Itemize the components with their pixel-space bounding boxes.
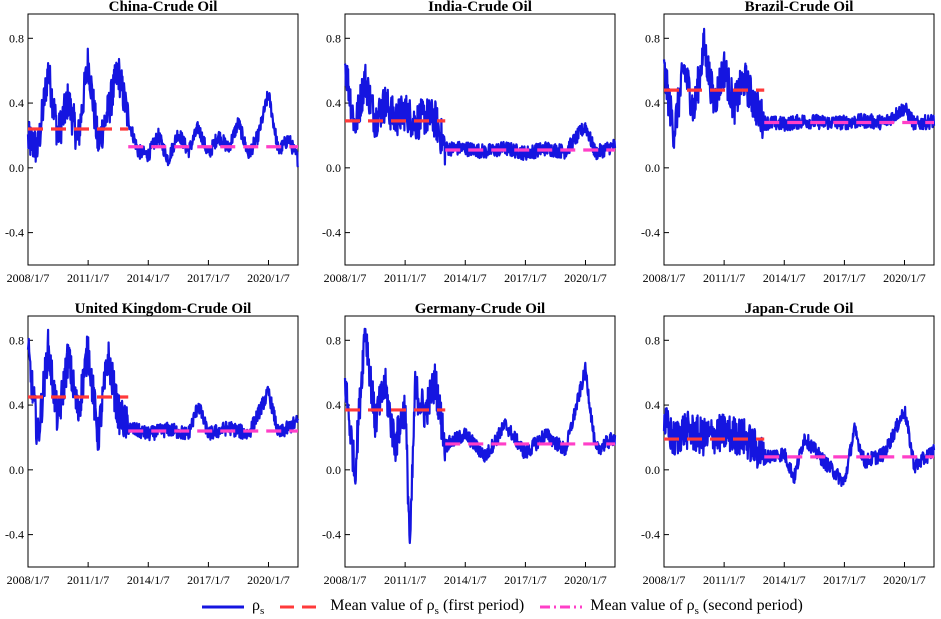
y-tick-label: 0.0 [9, 161, 24, 175]
x-tick-label: 2008/1/7 [324, 573, 367, 587]
panel-united-kingdom-crude-oil: United Kingdom-Crude Oil -0.4 0.0 0.4 0.8 200… [5, 301, 300, 587]
y-tick-label: 0.0 [9, 463, 24, 477]
legend-label-mean-second: Mean value of ρs (second period) [590, 596, 803, 618]
y-tick-label: 0.8 [645, 31, 660, 45]
x-tick-label: 2008/1/7 [7, 271, 50, 285]
x-tick-label: 2014/1/7 [763, 573, 806, 587]
y-tick-label: 0.4 [645, 96, 660, 110]
y-tick-label: 0.0 [645, 161, 660, 175]
legend-item-rho: ρs [200, 597, 264, 617]
x-tick-label: 2014/1/7 [763, 271, 806, 285]
x-tick-label: 2017/1/7 [187, 573, 230, 587]
x-tick-label: 2020/1/7 [564, 271, 607, 285]
series-line-rho [662, 27, 936, 149]
series-line-rho [26, 47, 300, 168]
plot-frame [663, 315, 935, 568]
y-tick-label: 0.4 [645, 398, 660, 412]
x-tick-label: 2020/1/7 [247, 271, 290, 285]
x-tick-label: 2017/1/7 [504, 271, 547, 285]
plot-frame [344, 315, 616, 568]
legend-label-rho: ρs [252, 596, 265, 618]
series-line-rho [26, 328, 300, 451]
legend-label-mean-first: Mean value of ρs (first period) [330, 596, 525, 618]
x-tick-label: 2011/1/7 [67, 573, 109, 587]
y-tick-label: 0.4 [9, 398, 24, 412]
legend-swatch-mean-second [540, 605, 583, 609]
y-tick-label: 0.8 [645, 333, 660, 347]
x-tick-label: 2020/1/7 [564, 573, 607, 587]
x-tick-label: 2011/1/7 [703, 271, 745, 285]
y-tick-label: 0.4 [9, 96, 24, 110]
panel-india-crude-oil: India-Crude Oil -0.4 0.0 0.4 0.8 2008/1/7 2011… [322, 0, 617, 285]
x-tick-label: 2011/1/7 [384, 573, 426, 587]
x-tick-label: 2017/1/7 [823, 271, 866, 285]
x-tick-label: 2014/1/7 [444, 573, 487, 587]
chart-title: United Kingdom-Crude Oil [75, 301, 252, 317]
y-tick-label: -0.4 [641, 528, 660, 542]
y-tick-label: -0.4 [641, 226, 660, 240]
x-tick-label: 2020/1/7 [247, 573, 290, 587]
plot-frame [344, 13, 616, 266]
series-line-rho [662, 405, 936, 487]
legend-item-mean-second: Mean value of ρs (second period) [538, 597, 803, 617]
x-tick-label: 2017/1/7 [823, 573, 866, 587]
x-tick-label: 2008/1/7 [643, 271, 686, 285]
x-tick-label: 2017/1/7 [504, 573, 547, 587]
x-tick-label: 2011/1/7 [384, 271, 426, 285]
legend-item-mean-first: Mean value of ρs (first period) [278, 597, 524, 617]
chart-title: India-Crude Oil [428, 0, 532, 15]
y-tick-label: 0.8 [9, 31, 24, 45]
y-tick-label: 0.0 [326, 161, 341, 175]
x-tick-label: 2020/1/7 [883, 271, 926, 285]
chart-title: Brazil-Crude Oil [745, 0, 854, 15]
panel-brazil-crude-oil: Brazil-Crude Oil -0.4 0.0 0.4 0.8 2008/1/7 201… [641, 0, 936, 285]
x-tick-label: 2020/1/7 [883, 573, 926, 587]
y-tick-label: 0.0 [645, 463, 660, 477]
x-tick-label: 2008/1/7 [643, 573, 686, 587]
y-tick-label: 0.8 [326, 31, 341, 45]
panel-china-crude-oil: China-Crude Oil -0.4 0.0 0.4 0.8 2008/1/7 2011… [5, 0, 300, 285]
y-tick-label: 0.4 [326, 398, 341, 412]
y-tick-label: 0.0 [326, 463, 341, 477]
y-tick-label: 0.8 [9, 333, 24, 347]
x-tick-label: 2014/1/7 [444, 271, 487, 285]
y-tick-label: -0.4 [322, 528, 341, 542]
x-tick-label: 2008/1/7 [324, 271, 367, 285]
x-tick-label: 2017/1/7 [187, 271, 230, 285]
plot-frame [663, 13, 935, 266]
y-tick-label: 0.4 [326, 96, 341, 110]
panel-japan-crude-oil: Japan-Crude Oil -0.4 0.0 0.4 0.8 2008/1/7 2011… [641, 301, 936, 587]
chart-title: Japan-Crude Oil [745, 301, 854, 317]
y-tick-label: 0.8 [326, 333, 341, 347]
y-tick-label: -0.4 [5, 226, 24, 240]
legend-swatch-mean-first [280, 605, 323, 609]
y-tick-label: -0.4 [322, 226, 341, 240]
x-tick-label: 2014/1/7 [127, 573, 170, 587]
x-tick-label: 2011/1/7 [703, 573, 745, 587]
chart-title: Germany-Crude Oil [415, 301, 545, 317]
x-tick-label: 2011/1/7 [67, 271, 109, 285]
x-tick-label: 2008/1/7 [7, 573, 50, 587]
panel-germany-crude-oil: Germany-Crude Oil -0.4 0.0 0.4 0.8 2008/1/7 20… [322, 301, 617, 587]
x-tick-label: 2014/1/7 [127, 271, 170, 285]
plot-frame [27, 315, 299, 568]
legend: ρs Mean value of ρs (first period) Mean … [200, 596, 941, 618]
series-line-rho [343, 327, 617, 545]
legend-swatch-rho [202, 605, 244, 609]
y-tick-label: -0.4 [5, 528, 24, 542]
chart-title: China-Crude Oil [109, 0, 218, 15]
